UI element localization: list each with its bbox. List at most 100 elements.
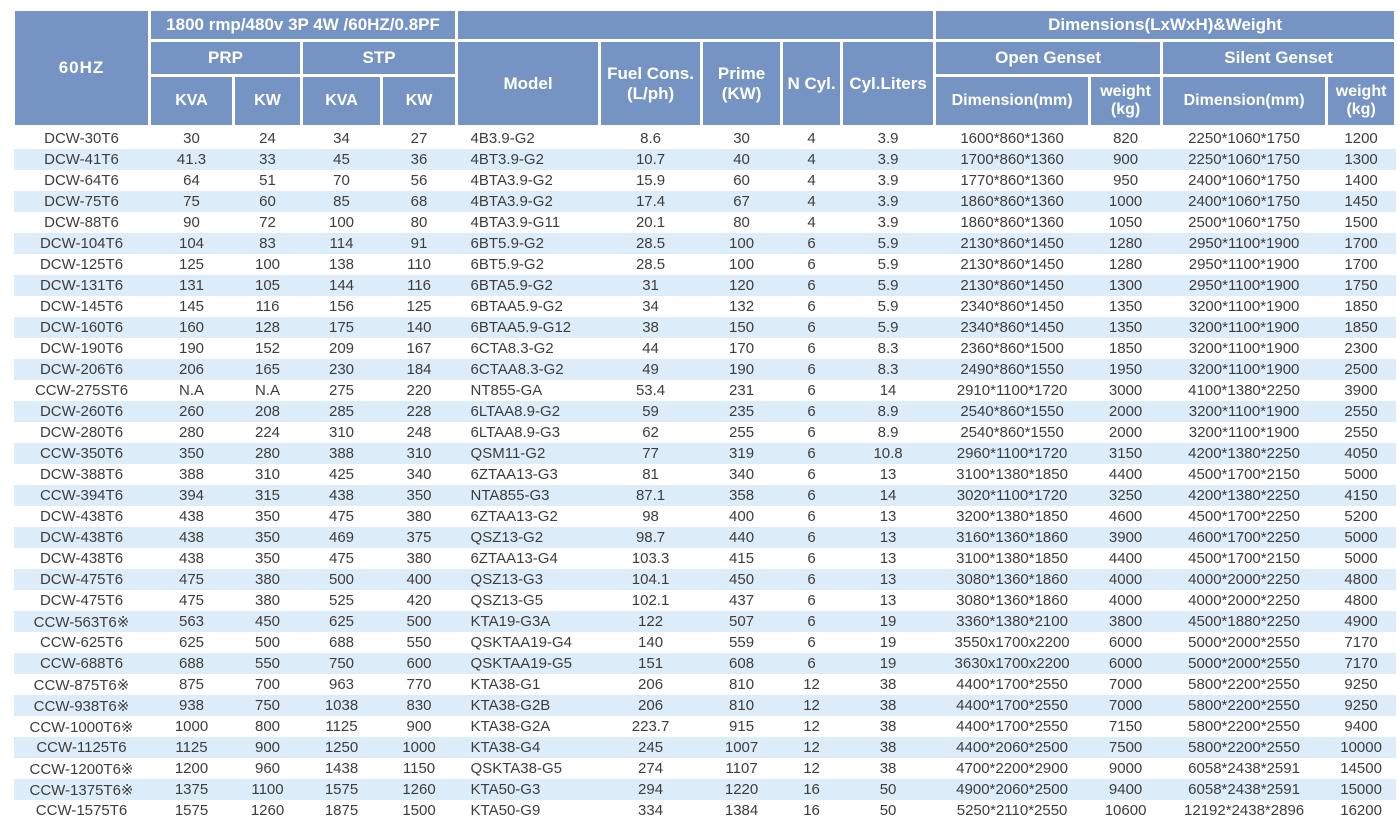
silent-dimension: 4100*1380*2250 [1162, 380, 1327, 401]
stp-kva: 625 [302, 611, 382, 632]
silent-dimension: 4500*1880*2250 [1162, 611, 1327, 632]
genset-name: DCW-145T6 [14, 296, 150, 317]
open-weight: 1000 [1090, 191, 1162, 212]
stp-kw: 310 [382, 443, 457, 464]
prp-kva: 64 [150, 170, 234, 191]
engine-model: 6CTAA8.3-G2 [457, 359, 600, 380]
silent-dimension: 4600*1700*2250 [1162, 527, 1327, 548]
open-weight: 2000 [1090, 401, 1162, 422]
stp-kva: 475 [302, 548, 382, 569]
stp-kva: 963 [302, 674, 382, 695]
silent-dimension: 5800*2200*2550 [1162, 716, 1327, 737]
genset-name: DCW-438T6 [14, 506, 150, 527]
prp-kva: 160 [150, 317, 234, 338]
stp-kva: 1038 [302, 695, 382, 716]
silent-dimension: 6058*2438*2591 [1162, 758, 1327, 779]
silent-weight: 4900 [1327, 611, 1396, 632]
n-cyl: 6 [782, 443, 842, 464]
prp-kva: 1200 [150, 758, 234, 779]
fuel-cons: 245 [600, 737, 702, 758]
silent-weight: 9400 [1327, 716, 1396, 737]
prime-kw: 170 [702, 338, 782, 359]
prp-kva: 438 [150, 548, 234, 569]
cyl-liters: 8.9 [842, 401, 935, 422]
n-cyl: 6 [782, 422, 842, 443]
prp-kva: 475 [150, 590, 234, 611]
silent-dimension: 5800*2200*2550 [1162, 695, 1327, 716]
silent-dimension: 4200*1380*2250 [1162, 443, 1327, 464]
fuel-cons: 274 [600, 758, 702, 779]
prp-kw: 100 [234, 254, 302, 275]
stp-kva: 285 [302, 401, 382, 422]
genset-name: CCW-394T6 [14, 485, 150, 506]
cyl-liters: 5.9 [842, 254, 935, 275]
header-silent-dimension: Dimension(mm) [1162, 76, 1327, 127]
stp-kva: 1438 [302, 758, 382, 779]
silent-dimension: 5800*2200*2550 [1162, 737, 1327, 758]
open-dimension: 4400*1700*2550 [935, 695, 1090, 716]
open-weight: 9400 [1090, 779, 1162, 800]
stp-kva: 388 [302, 443, 382, 464]
header-silent-weight: weight (kg) [1327, 76, 1396, 127]
engine-model: KTA19-G3A [457, 611, 600, 632]
fuel-cons: 15.9 [600, 170, 702, 191]
open-weight: 7000 [1090, 674, 1162, 695]
prp-kva: 350 [150, 443, 234, 464]
stp-kw: 27 [382, 127, 457, 150]
prp-kva: 688 [150, 653, 234, 674]
stp-kva: 275 [302, 380, 382, 401]
stp-kva: 156 [302, 296, 382, 317]
silent-dimension: 5800*2200*2550 [1162, 674, 1327, 695]
stp-kva: 1250 [302, 737, 382, 758]
n-cyl: 4 [782, 127, 842, 150]
stp-kva: 175 [302, 317, 382, 338]
cyl-liters: 38 [842, 674, 935, 695]
silent-dimension: 2950*1100*1900 [1162, 233, 1327, 254]
prp-kw: 208 [234, 401, 302, 422]
header-stp: STP [302, 41, 457, 76]
fuel-cons: 59 [600, 401, 702, 422]
engine-model: QSZ13-G3 [457, 569, 600, 590]
n-cyl: 6 [782, 632, 842, 653]
stp-kw: 900 [382, 716, 457, 737]
prime-kw: 415 [702, 548, 782, 569]
engine-model: KTA38-G2B [457, 695, 600, 716]
cyl-liters: 3.9 [842, 127, 935, 150]
prp-kva: 625 [150, 632, 234, 653]
prime-kw: 915 [702, 716, 782, 737]
n-cyl: 12 [782, 758, 842, 779]
prp-kw: 900 [234, 737, 302, 758]
n-cyl: 4 [782, 191, 842, 212]
header-open-dimension: Dimension(mm) [935, 76, 1090, 127]
silent-weight: 2550 [1327, 422, 1396, 443]
stp-kw: 91 [382, 233, 457, 254]
n-cyl: 4 [782, 170, 842, 191]
stp-kw: 220 [382, 380, 457, 401]
cyl-liters: 13 [842, 464, 935, 485]
header-power-spec: 1800 rmp/480v 3P 4W /60HZ/0.8PF [150, 10, 457, 41]
header-prp: PRP [150, 41, 302, 76]
silent-weight: 1450 [1327, 191, 1396, 212]
silent-dimension: 4500*1700*2150 [1162, 548, 1327, 569]
stp-kw: 80 [382, 212, 457, 233]
open-dimension: 2540*860*1550 [935, 401, 1090, 422]
silent-weight: 16200 [1327, 800, 1396, 821]
prp-kva: 206 [150, 359, 234, 380]
cyl-liters: 38 [842, 716, 935, 737]
cyl-liters: 13 [842, 590, 935, 611]
stp-kw: 116 [382, 275, 457, 296]
cyl-liters: 13 [842, 527, 935, 548]
prp-kva: 438 [150, 506, 234, 527]
open-dimension: 4900*2060*2500 [935, 779, 1090, 800]
prime-kw: 100 [702, 254, 782, 275]
prp-kw: 960 [234, 758, 302, 779]
